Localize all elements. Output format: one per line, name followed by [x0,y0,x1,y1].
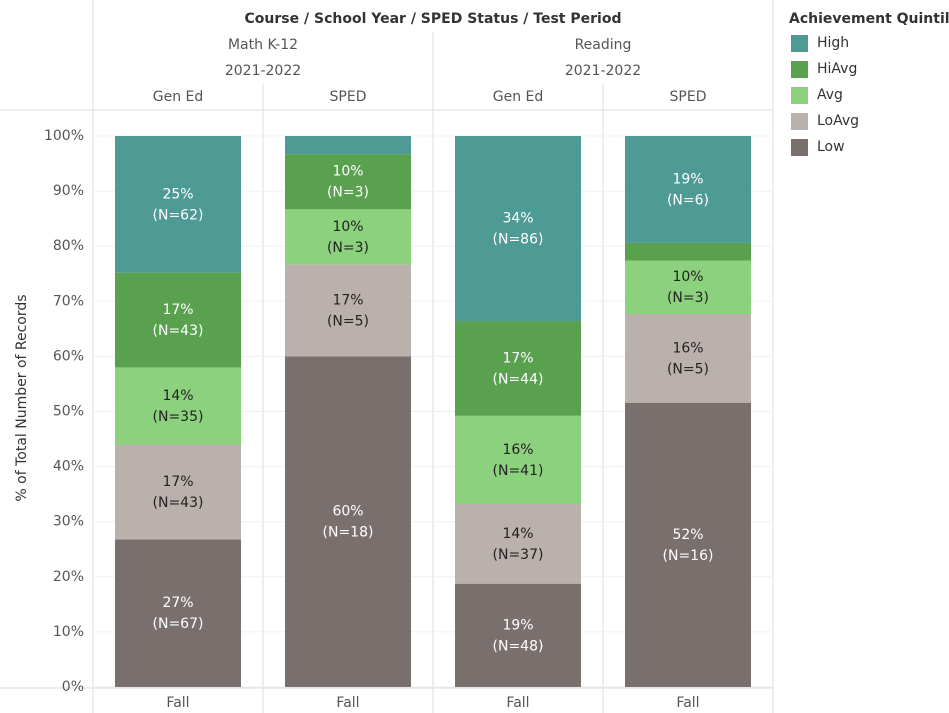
legend-label: HiAvg [817,61,857,77]
bar-segment [625,313,751,403]
value-label: 10% [332,164,363,180]
chart-title: Course / School Year / SPED Status / Tes… [245,11,622,27]
count-label: (N=3) [667,290,709,306]
count-label: (N=41) [493,463,544,479]
course-header: Reading [575,37,632,53]
value-label: 34% [502,211,533,227]
value-label: 17% [162,302,193,318]
x-tick-label: Fall [676,695,699,711]
y-tick-label: 60% [53,348,84,364]
bar-segment [115,539,241,687]
legend-label: LoAvg [817,113,859,129]
value-label: 10% [672,269,703,285]
value-label: 60% [332,504,363,520]
year-header: 2021-2022 [225,63,301,79]
y-tick-label: 70% [53,293,84,309]
count-label: (N=3) [327,240,369,256]
count-label: (N=6) [667,192,709,208]
bar-segment [115,367,241,445]
bar-segment [115,136,241,273]
x-tick-label: Fall [336,695,359,711]
bar-segment [455,136,581,322]
value-label: 17% [502,350,533,366]
count-label: (N=67) [153,616,204,632]
legend-label: Avg [817,87,843,103]
year-header: 2021-2022 [565,63,641,79]
value-label: 16% [672,340,703,356]
bar-segment [625,242,751,261]
y-tick-label: 10% [53,624,84,640]
legend-swatch [791,61,808,78]
y-tick-label: 90% [53,183,84,199]
count-label: (N=43) [153,495,204,511]
count-label: (N=35) [153,409,204,425]
legend-label: High [817,35,849,51]
bar-segment [285,136,411,155]
bar-segment [115,272,241,368]
bar-segment [625,402,751,687]
y-tick-label: 100% [44,128,84,144]
y-tick-label: 50% [53,404,84,420]
value-label: 17% [332,292,363,308]
value-label: 19% [502,617,533,633]
value-label: 10% [332,219,363,235]
bar-segment [455,415,581,505]
value-label: 14% [162,388,193,404]
value-label: 14% [502,526,533,542]
count-label: (N=16) [663,548,714,564]
value-label: 25% [162,186,193,202]
x-tick-label: Fall [166,695,189,711]
course-header: Math K-12 [228,37,298,53]
legend-swatch [791,139,808,156]
bar-segment [285,154,411,210]
legend-swatch [791,35,808,52]
legend-swatch [791,113,808,130]
bar-segment [285,356,411,687]
count-label: (N=48) [493,638,544,654]
bar-segment [115,444,241,540]
status-header: Gen Ed [493,89,544,105]
y-tick-label: 30% [53,514,84,530]
bar-segment [285,209,411,265]
legend-title: Achievement Quintile [789,11,949,27]
bar-segment [455,583,581,687]
bar-segment [455,321,581,416]
legend-swatch [791,87,808,104]
bar-segment [455,504,581,584]
status-header: SPED [330,89,367,105]
count-label: (N=5) [667,361,709,377]
bar-segment [285,264,411,357]
value-label: 52% [672,527,703,543]
value-label: 19% [672,171,703,187]
value-label: 16% [502,442,533,458]
count-label: (N=18) [323,525,374,541]
count-label: (N=37) [493,547,544,563]
count-label: (N=86) [493,232,544,248]
y-tick-label: 40% [53,459,84,475]
count-label: (N=43) [153,323,204,339]
y-tick-label: 20% [53,569,84,585]
y-tick-label: 80% [53,238,84,254]
bar-segment [625,136,751,243]
bar-segment [625,260,751,314]
status-header: Gen Ed [153,89,204,105]
value-label: 17% [162,474,193,490]
count-label: (N=3) [327,185,369,201]
x-tick-label: Fall [506,695,529,711]
count-label: (N=62) [153,207,204,223]
y-tick-label: 0% [62,679,84,695]
status-header: SPED [670,89,707,105]
count-label: (N=5) [327,313,369,329]
legend-label: Low [817,139,845,155]
y-axis-label: % of Total Number of Records [14,294,30,501]
value-label: 27% [162,595,193,611]
count-label: (N=44) [493,371,544,387]
